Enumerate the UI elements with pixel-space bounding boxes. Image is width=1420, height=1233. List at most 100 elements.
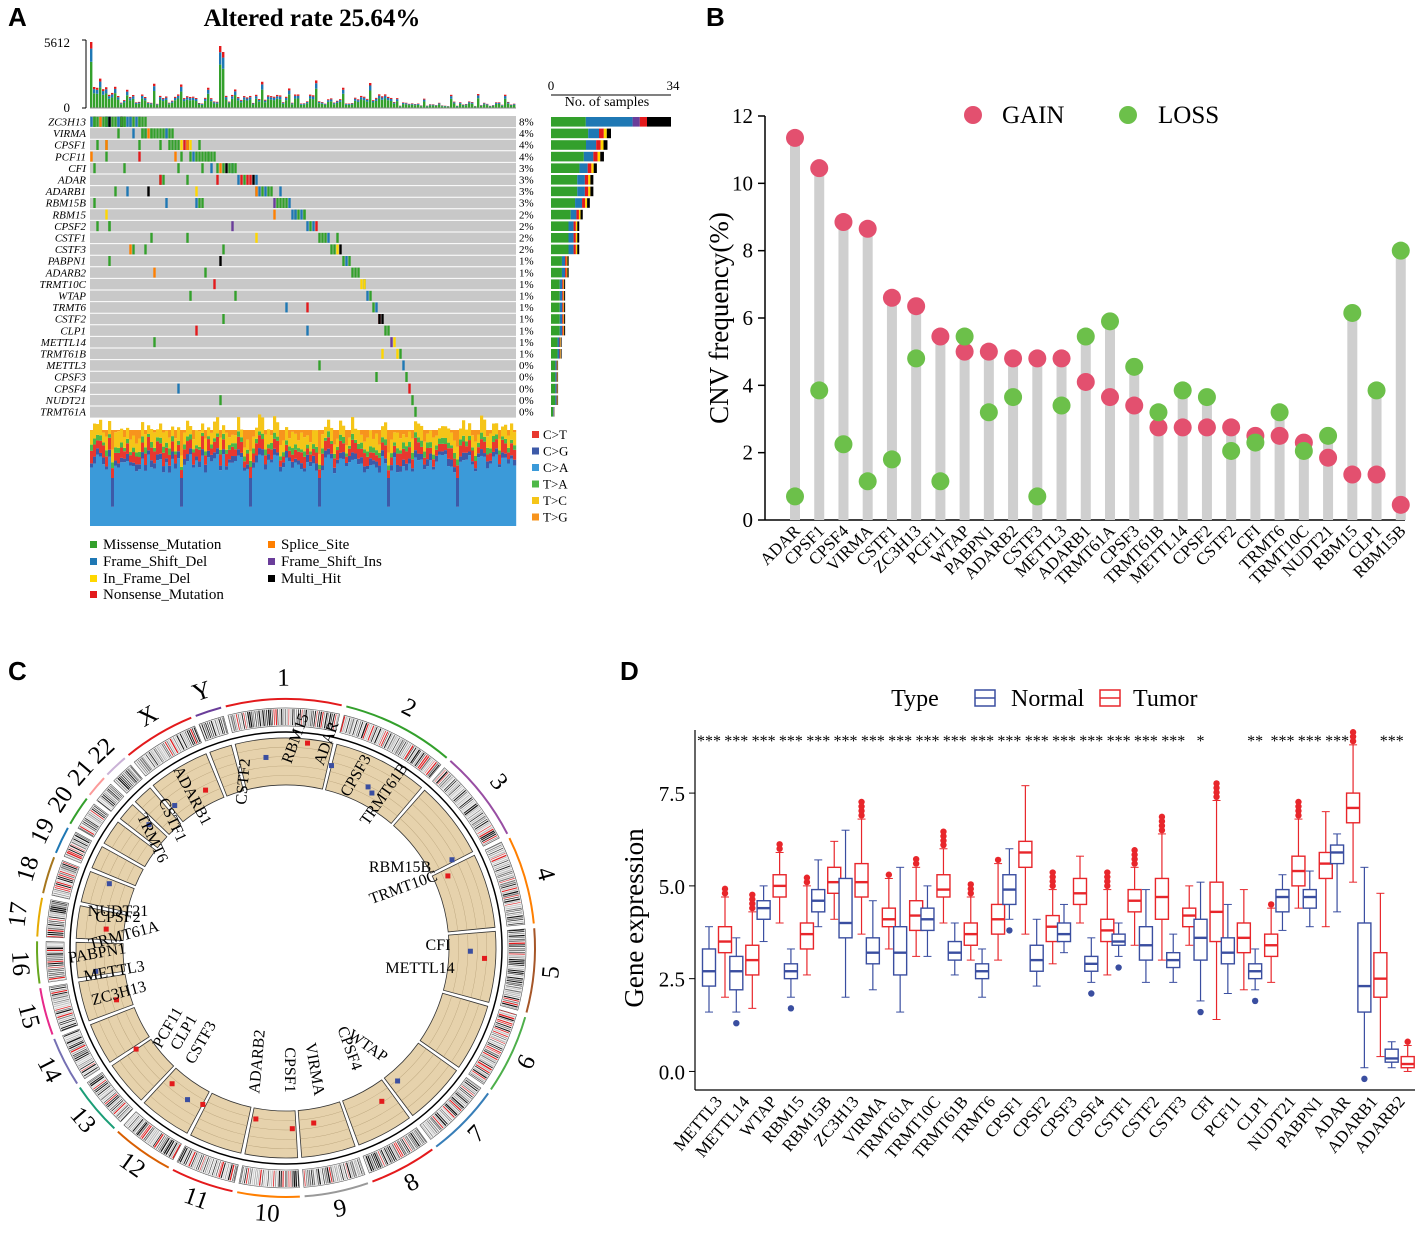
titv-bar [300,463,304,469]
tumor-outlier [803,878,811,886]
mutation-cell [144,128,147,139]
chromosome-band [457,795,471,807]
tumor-outlier [994,856,1002,864]
sample-count-bar [551,349,558,359]
titv-bar [150,467,154,526]
titv-bar [192,449,196,453]
tmb-bar [477,94,480,96]
tmb-bar [114,93,117,108]
chromosome-band [168,1142,178,1157]
chromosome-band [53,998,70,1004]
cnv-stem [1032,358,1043,520]
chromosome-band [462,1084,476,1095]
tmb-bar [360,97,363,100]
titv-bar [207,450,211,458]
titv-bar [111,462,115,469]
chromosome-band [127,768,139,782]
chromosome-band [467,809,482,820]
titv-bar [507,430,511,436]
chromosome-band [47,953,64,955]
titv-bar [204,455,208,465]
titv-bar [384,439,388,446]
titv-bar [276,452,280,456]
cnv-stem [1226,427,1237,520]
chromosome-band [321,1168,325,1184]
chromosome-band [454,1093,467,1105]
cnv-track [419,992,489,1068]
titv-bar [216,417,220,434]
chromosome-band [326,1167,331,1184]
chromosome-band [508,965,525,968]
titv-bar [195,460,199,526]
chromosome-outer-arc [372,1148,433,1183]
titv-bar [219,449,223,455]
chromosome-band [488,847,504,856]
chromosome-band [71,1046,87,1055]
chromosome-band [47,958,64,961]
chromosome-band [260,710,264,727]
chromosome-band [47,964,64,967]
sample-count-bar [555,395,557,405]
titv-bar [477,442,481,448]
chromosome-band [153,1133,164,1148]
titv-bar [312,444,316,449]
significance-label: *** [697,733,721,750]
tmb-bar [312,95,315,97]
tmb-bar [261,84,264,90]
chromosome-band [241,713,246,729]
cnv-stem [1371,390,1382,520]
tmb-bar [312,99,315,108]
tmb-bar [411,104,414,108]
titv-bar [396,432,400,449]
loss-point [786,487,804,506]
titv-bar [228,459,232,463]
titv-bar [174,451,178,455]
chromosome-band [55,885,71,891]
chromosome-band [442,1105,455,1118]
tmb-bar [108,96,111,99]
titv-bar [246,464,250,469]
tmb-bar [450,98,453,108]
titv-bar [330,441,334,444]
chromosome-band [428,1119,440,1133]
tmb-bar [423,101,426,108]
chromosome-band [57,875,74,882]
gene-percent-label: 1% [519,337,534,349]
chromosome-band [47,947,64,950]
chromosome-band [405,1135,416,1150]
chromosome-band [368,1154,376,1170]
titv-bar [393,430,397,433]
chromosome-band [170,1143,180,1158]
gene-name-label: CSTF2 [55,314,87,326]
mutation-cell [171,140,174,150]
mutation-cell [273,209,276,220]
chromosome-band [470,1073,484,1083]
tmb-bar [267,95,270,97]
tmb-bar [105,87,108,90]
mutation-cell [402,360,405,371]
y-tick-label: 0 [743,508,754,532]
gene-percent-label: 2% [519,221,534,233]
cnv-track-gridline [134,817,147,831]
chromosome-band [397,741,407,756]
chromosome-band [253,1168,257,1185]
titv-bar [432,437,436,455]
titv-bar [453,467,457,473]
titv-bar [96,424,100,435]
titv-bar [300,430,304,433]
mutation-cell [216,174,219,185]
chromosome-band [320,1168,323,1185]
sample-count-bar [551,325,560,336]
titv-bar [297,440,301,449]
tmb-bar [129,100,132,108]
titv-bar [387,465,391,471]
tmb-bar [297,95,300,99]
titv-bar [141,458,145,526]
tmb-bar [429,105,432,108]
chromosome-band [88,1073,103,1084]
tmb-bar [333,103,336,105]
tmb-bar [486,104,489,106]
tmb-bar [321,102,324,103]
chromosome-band [205,722,212,739]
